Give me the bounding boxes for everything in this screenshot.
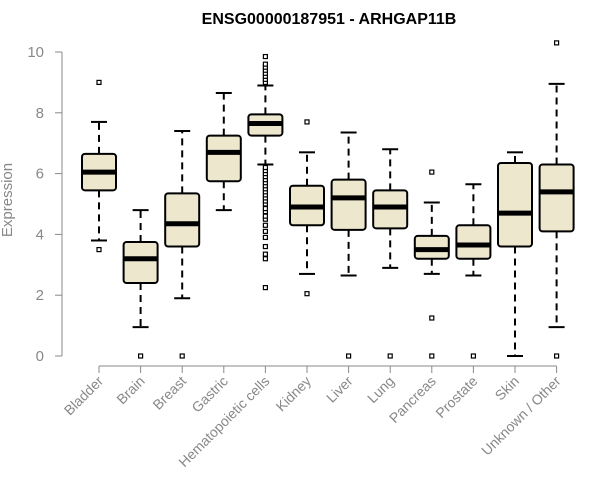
chart-title: ENSG00000187951 - ARHGAP11B <box>202 11 457 28</box>
outlier-point <box>429 169 435 175</box>
box-group <box>81 79 117 253</box>
x-tick-label: Brain <box>113 373 147 407</box>
outlier-point <box>262 256 268 262</box>
outlier-point <box>262 285 268 291</box>
box-group <box>538 40 575 359</box>
y-tick-label: 0 <box>36 348 44 365</box>
outlier-point <box>179 353 185 359</box>
outlier-point <box>96 247 102 253</box>
y-tick-label: 6 <box>36 166 44 183</box>
y-tick-label: 4 <box>36 226 44 243</box>
outlier-point <box>429 315 435 321</box>
box-iqr <box>330 178 367 231</box>
outlier-point <box>262 251 268 257</box>
box-iqr <box>455 224 492 260</box>
box-group <box>497 151 533 357</box>
x-tick-label: Prostate <box>432 373 480 421</box>
y-tick-label: 8 <box>36 105 44 122</box>
box-iqr <box>164 192 201 248</box>
x-tick-label: Kidney <box>273 373 315 415</box>
y-tick-label: 2 <box>36 287 44 304</box>
box-group <box>455 183 492 359</box>
box-group <box>164 130 201 359</box>
box-group <box>289 119 325 297</box>
outlier-point <box>262 53 268 60</box>
y-axis-label: Expression <box>0 163 16 237</box>
box-iqr <box>497 161 533 248</box>
box-group <box>122 209 159 359</box>
y-axis: 0 2 4 6 8 10 <box>27 44 63 365</box>
y-tick-label: 10 <box>27 44 44 61</box>
box-iqr <box>122 241 159 285</box>
boxes-layer <box>81 40 575 359</box>
outlier-point <box>262 234 268 241</box>
box-group <box>330 131 367 359</box>
x-tick-label: Bladder <box>61 373 107 419</box>
outlier-point <box>387 353 393 359</box>
outlier-point <box>553 353 560 359</box>
outlier-point <box>262 61 268 67</box>
x-tick-label: Breast <box>149 373 189 413</box>
outlier-point <box>262 243 268 250</box>
box-group <box>413 169 450 359</box>
outlier-point <box>470 353 476 359</box>
outlier-point <box>262 205 268 212</box>
outlier-point <box>96 79 102 86</box>
x-tick-label: Unknown / Other <box>478 373 564 459</box>
outlier-point <box>262 228 268 234</box>
outlier-point <box>262 164 268 171</box>
x-tick-label: Lung <box>364 373 397 406</box>
box-group <box>247 53 284 291</box>
outlier-point <box>304 291 310 297</box>
outlier-point <box>304 119 310 125</box>
outlier-point <box>262 222 268 228</box>
box-iqr <box>538 163 575 233</box>
outlier-point <box>429 353 435 359</box>
x-tick-label: Skin <box>492 373 523 404</box>
outlier-point <box>346 353 352 359</box>
box-iqr <box>205 134 242 183</box>
outlier-point <box>553 40 560 46</box>
box-group <box>205 92 242 212</box>
outlier-point <box>262 213 268 219</box>
x-tick-label: Liver <box>323 373 356 406</box>
outlier-point <box>138 353 144 359</box>
box-group <box>372 148 409 359</box>
